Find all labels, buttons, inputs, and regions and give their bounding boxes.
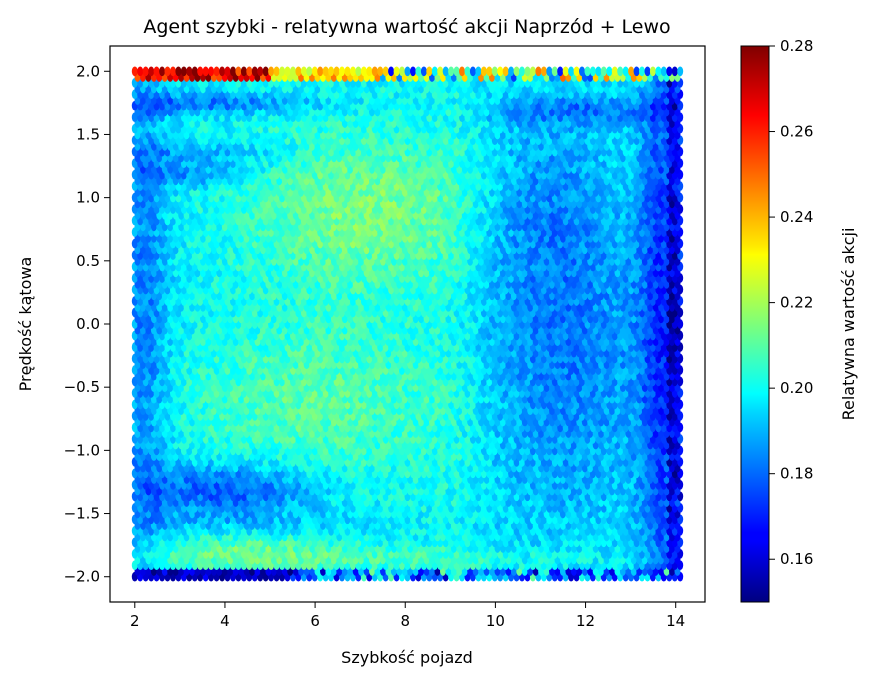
- chart-title: Agent szybki - relatywna wartość akcji N…: [143, 16, 670, 38]
- hexbin-cells: [131, 66, 684, 582]
